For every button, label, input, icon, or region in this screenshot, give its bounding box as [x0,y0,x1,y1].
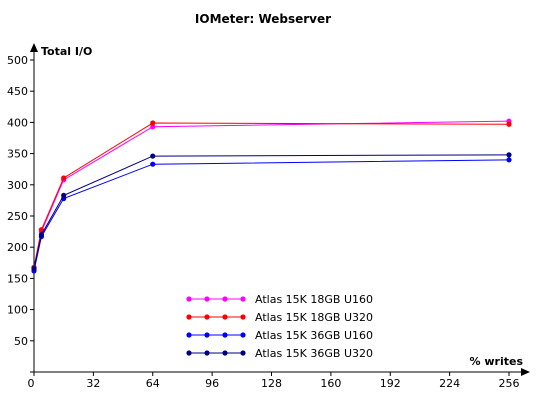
series-group [31,118,512,274]
series-line [33,122,510,268]
series-1 [31,118,512,272]
legend-marker [204,296,210,302]
y-tick-label: 400 [7,116,28,129]
y-tick-label: 150 [7,272,28,285]
data-point [150,124,156,130]
data-point [38,232,45,238]
data-point [61,192,67,199]
legend-item: Atlas 15K 18GB U160 [186,293,373,306]
series-line [33,154,510,269]
data-point [150,153,156,159]
legend-item: Atlas 15K 18GB U320 [186,311,373,324]
legend-marker [204,332,210,338]
y-tick-label: 500 [7,54,28,67]
legend-marker [204,314,210,320]
chart-title: IOMeter: Webserver [195,12,331,26]
legend-marker [186,350,192,356]
data-point [150,120,156,126]
y-tick-label: 300 [7,179,28,192]
legend-marker [240,296,246,302]
data-point [506,152,512,158]
x-tick-label: 64 [146,377,160,390]
legend-marker [222,296,228,302]
x-tick-label: 32 [86,377,100,390]
y-tick-label: 250 [7,210,28,223]
series-2 [31,120,512,270]
x-tick-label: 0 [28,377,35,390]
legend-marker [240,332,246,338]
data-point [150,161,156,167]
y-tick-label: 350 [7,148,28,161]
x-tick-label: 96 [205,377,219,390]
legend-marker [222,314,228,320]
x-axis-title: % writes [470,355,524,368]
y-ticks: 50 100 150 200 250 300 350 400 450 500 [7,54,34,348]
data-point [61,175,67,181]
data-point [506,157,512,163]
series-4 [31,152,512,272]
legend-label: Atlas 15K 18GB U160 [255,293,373,306]
legend-marker [240,350,246,356]
legend-label: Atlas 15K 36GB U160 [255,329,373,342]
axes: Total I/O % writes [30,43,530,376]
legend-item: Atlas 15K 36GB U160 [186,329,373,342]
x-tick-label: 224 [439,377,460,390]
x-tick-label: 256 [499,377,520,390]
legend-item: Atlas 15K 36GB U320 [186,347,373,360]
legend-marker [186,314,192,320]
x-tick-label: 128 [261,377,282,390]
y-axis-title: Total I/O [41,45,92,58]
series-line [33,159,510,272]
legend: Atlas 15K 18GB U160 Atlas 15K 18GB U320 At… [186,293,373,360]
y-tick-label: 200 [7,241,28,254]
legend-marker [204,350,210,356]
series-line [33,120,510,270]
legend-marker [240,314,246,320]
data-point [31,265,37,272]
legend-label: Atlas 15K 36GB U320 [255,347,373,360]
y-tick-label: 50 [14,335,28,348]
legend-marker [186,332,192,338]
x-tick-label: 160 [320,377,341,390]
y-axis-arrow [30,43,38,52]
data-point [38,227,45,233]
legend-label: Atlas 15K 18GB U320 [255,311,373,324]
legend-marker [222,332,228,338]
data-point [506,121,512,127]
legend-marker [186,296,192,302]
series-3 [31,157,512,274]
x-axis-arrow [521,368,530,376]
x-ticks: 0 32 64 96 128 160 192 224 256 [28,372,520,390]
legend-marker [222,350,228,356]
x-tick-label: 192 [380,377,401,390]
y-tick-label: 450 [7,85,28,98]
y-tick-label: 100 [7,304,28,317]
